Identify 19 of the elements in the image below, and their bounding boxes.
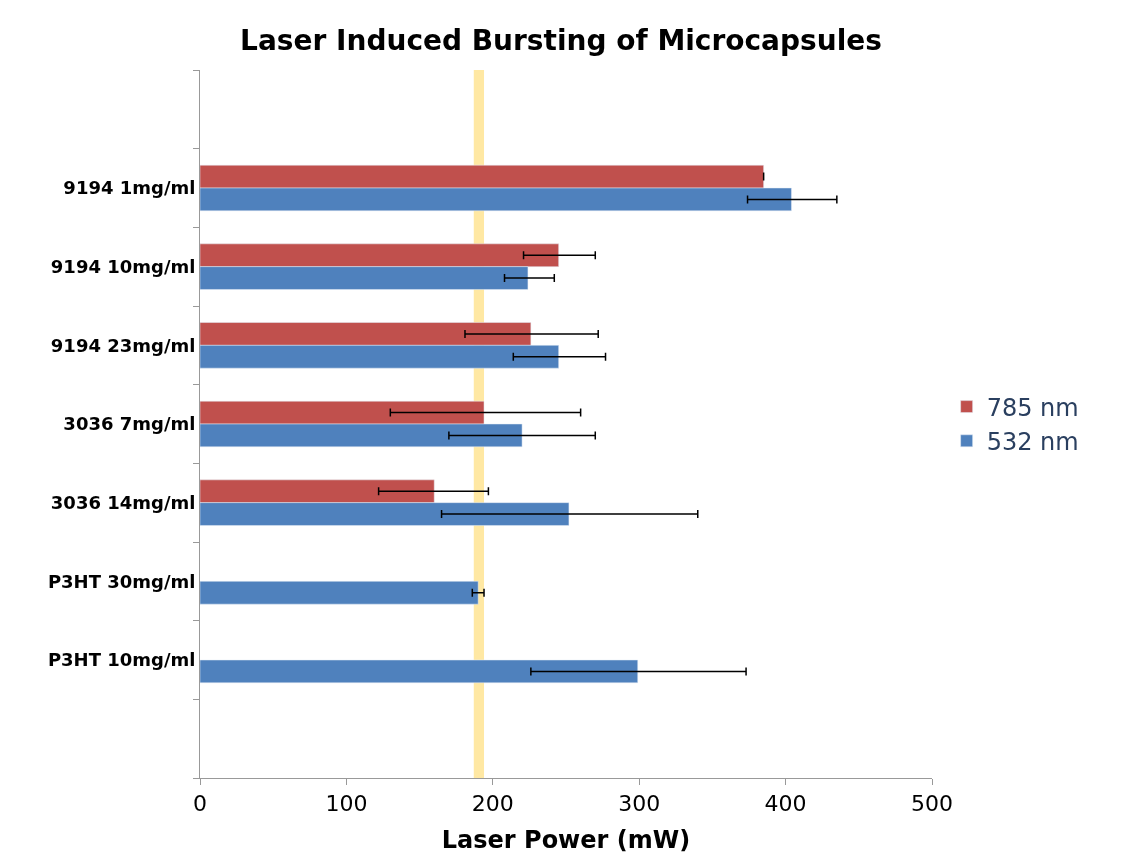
y-tick-label: 9194 23mg/ml <box>50 334 196 356</box>
bar <box>200 581 479 605</box>
y-tick-label: 9194 1mg/ml <box>63 177 196 199</box>
y-tick-label: P3HT 30mg/ml <box>47 570 196 592</box>
legend-label: 785 nm <box>986 393 1079 422</box>
legend-label: 532 nm <box>986 428 1079 457</box>
y-tick-label: P3HT 10mg/ml <box>47 649 196 671</box>
x-tick-label: 0 <box>193 791 207 817</box>
x-tick-label: 300 <box>618 791 661 817</box>
y-tick-label: 9194 10mg/ml <box>50 255 196 277</box>
y-tick-label: 3036 7mg/ml <box>63 413 196 435</box>
x-tick-label: 100 <box>325 791 368 817</box>
bar <box>200 659 638 684</box>
y-tick-label: 3036 14mg/ml <box>50 491 196 513</box>
x-tick-label: 200 <box>471 791 514 817</box>
x-tick-label: 400 <box>764 791 807 817</box>
x-tick-label: 500 <box>911 791 953 817</box>
chart-title: Laser Induced Bursting of Microcapsules <box>240 23 882 57</box>
x-axis-title: Laser Power (mW) <box>441 825 691 854</box>
